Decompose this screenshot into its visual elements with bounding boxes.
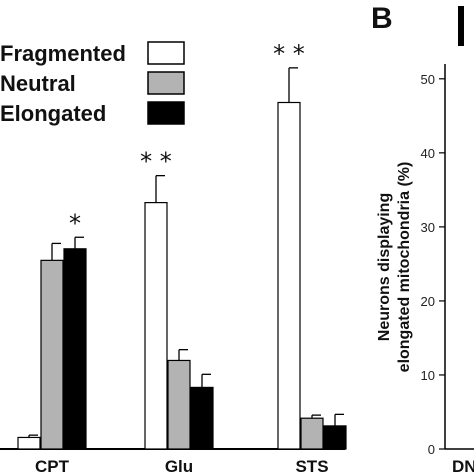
y-axis-label: Neurons displaying elongated mitochondria… <box>376 162 413 373</box>
category-labels: CPT Glu STS <box>35 457 329 474</box>
y-tick-label-10: 10 <box>421 368 435 383</box>
legend-swatch-fragmented <box>147 41 185 65</box>
bar-glu-fragmented <box>144 202 168 450</box>
bar-cpt-neutral <box>40 259 64 450</box>
panel-b-frame-edge <box>458 6 464 46</box>
category-label-cpt: CPT <box>35 457 70 474</box>
bar-sts-elongated <box>323 425 347 450</box>
significance-marker-sts: * * <box>273 40 305 68</box>
y-tick-label-20: 20 <box>421 294 435 309</box>
legend-label-fragmented: Fragmented <box>0 41 126 66</box>
bar-group: * * * * * <box>17 40 347 450</box>
y-tick-label-40: 40 <box>421 146 435 161</box>
legend-label-elongated: Elongated <box>0 101 106 126</box>
chart-legend: Fragmented Neutral Elongated <box>0 41 185 126</box>
legend-swatch-elongated <box>147 101 185 125</box>
category-label-glu: Glu <box>165 457 193 474</box>
chart-panel-a: Fragmented Neutral Elongated * * * * * CPT Gl… <box>0 40 347 474</box>
legend-label-neutral: Neutral <box>0 71 76 96</box>
category-label-dn: DN <box>452 457 474 474</box>
legend-swatch-neutral <box>147 71 185 95</box>
y-axis-label-line-2: elongated mitochondria (%) <box>396 162 413 373</box>
bar-cpt-elongated <box>63 248 87 450</box>
chart-panel-b: B 0 10 20 30 40 50 Neurons displaying elongate… <box>371 2 474 474</box>
y-tick-label-30: 30 <box>421 220 435 235</box>
y-axis-label-line-1: Neurons displaying <box>376 193 393 341</box>
significance-marker-glu: * * <box>140 148 172 176</box>
significance-marker-cpt: * <box>69 209 81 237</box>
y-tick-label-0: 0 <box>428 442 435 457</box>
bar-cpt-fragmented <box>17 436 41 450</box>
y-ticks: 0 10 20 30 40 50 <box>421 72 445 457</box>
bar-sts-neutral <box>300 417 324 450</box>
category-label-sts: STS <box>295 457 328 474</box>
bar-sts-fragmented <box>277 101 301 450</box>
panel-b-label: B <box>371 2 393 35</box>
y-tick-label-50: 50 <box>421 72 435 87</box>
bar-glu-elongated <box>190 386 214 450</box>
bar-glu-neutral <box>167 359 191 450</box>
